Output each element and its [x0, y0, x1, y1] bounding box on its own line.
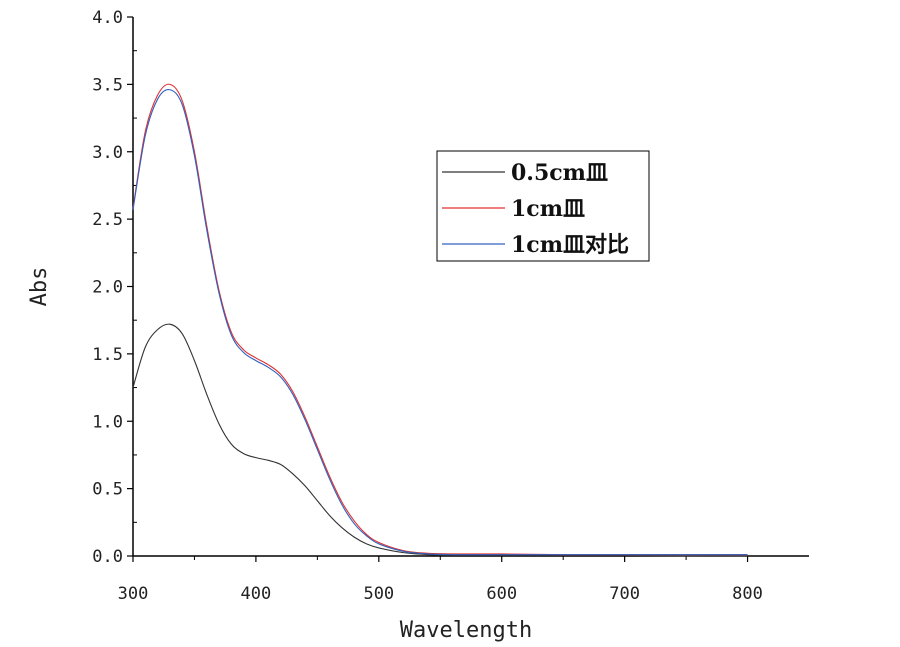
- y-tick-label: 0.0: [92, 547, 123, 567]
- y-axis-title: Abs: [27, 267, 52, 307]
- x-tick-label: 800: [732, 584, 763, 604]
- series-lines: [132, 83, 748, 557]
- y-tick-label: 1.5: [92, 345, 123, 365]
- legend-label: 0.5cm皿: [511, 160, 608, 186]
- x-tick-label: 300: [118, 584, 149, 604]
- legend: 0.5cm皿 1cm皿 1cm皿对比: [436, 150, 650, 262]
- y-tick-label: 4.0: [92, 8, 123, 28]
- series-line-3: [132, 89, 748, 556]
- x-tick-label: 700: [609, 584, 640, 604]
- x-tick-label: 500: [363, 584, 394, 604]
- legend-label: 1cm皿: [511, 196, 585, 222]
- series-line-1: [132, 323, 748, 557]
- x-axis-title: Wavelength: [400, 618, 532, 643]
- y-tick-label: 2.0: [92, 278, 123, 298]
- series-line-2: [132, 83, 748, 556]
- ticks: 0.0 0.5 1.0 1.5 2.0 2.5 3.0 3.5 4.0 300 400 500 600 7…: [92, 8, 763, 604]
- x-tick-label: 400: [241, 584, 272, 604]
- y-tick-label: 0.5: [92, 480, 123, 500]
- legend-box: [436, 150, 650, 262]
- y-tick-label: 1.0: [92, 412, 123, 432]
- y-tick-label: 3.0: [92, 143, 123, 163]
- x-tick-label: 600: [486, 584, 517, 604]
- y-tick-label: 3.5: [92, 75, 123, 95]
- legend-label: 1cm皿对比: [511, 232, 629, 258]
- axes: [132, 17, 809, 557]
- y-tick-label: 2.5: [92, 210, 123, 230]
